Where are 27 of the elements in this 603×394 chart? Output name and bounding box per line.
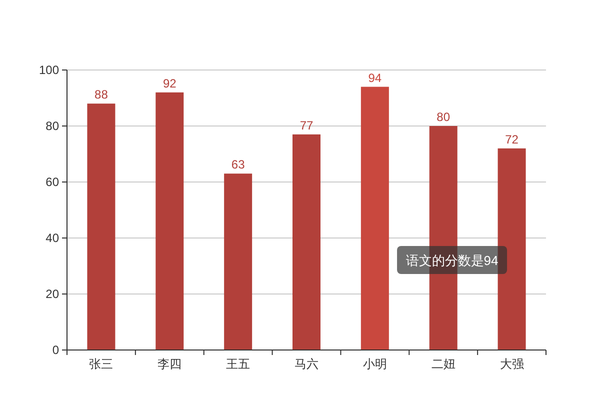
y-tick-label: 20	[46, 287, 60, 301]
data-label: 63	[231, 158, 246, 172]
y-tick-label: 60	[46, 175, 60, 189]
x-tick-label: 张三	[89, 357, 114, 371]
data-label: 88	[94, 88, 108, 102]
annotation: 语文的分数是94	[406, 253, 498, 268]
y-tick-label: 0	[52, 343, 60, 357]
bar	[498, 148, 526, 350]
y-tick-label: 40	[46, 231, 60, 245]
bar	[292, 134, 320, 350]
bar	[156, 92, 184, 350]
x-tick-label: 王五	[226, 357, 250, 371]
x-tick-label: 马六	[294, 357, 318, 371]
x-tick-label: 李四	[158, 357, 182, 371]
bar	[87, 104, 116, 350]
bar	[360, 86, 389, 350]
x-tick-label: 大强	[500, 357, 524, 371]
x-tick-label: 小明	[362, 357, 387, 371]
data-label: 72	[505, 132, 519, 146]
data-label: 77	[300, 118, 314, 132]
y-tick-label: 80	[46, 119, 60, 133]
data-label: 92	[162, 76, 177, 90]
data-label: 80	[436, 110, 450, 124]
data-label: 94	[368, 70, 382, 85]
bar	[224, 174, 252, 350]
x-tick-label: 二妞	[431, 357, 456, 371]
y-tick-label: 100	[38, 63, 60, 77]
